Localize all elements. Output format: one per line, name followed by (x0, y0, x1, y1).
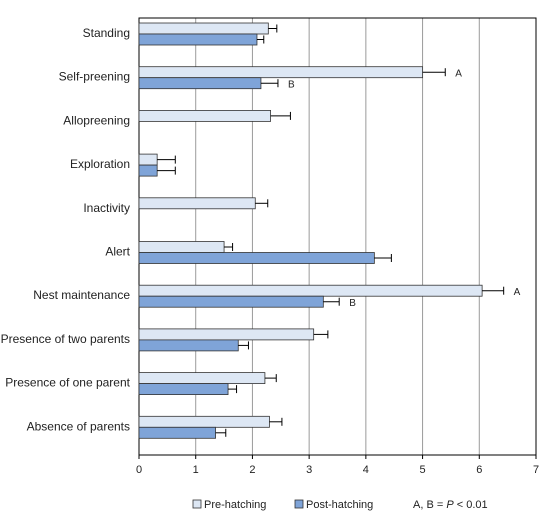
x-tick-label: 2 (249, 464, 255, 476)
legend-label-post-hatching: Post-hatching (306, 499, 373, 511)
bar-post-hatching-presence-of-two-parents (138, 339, 239, 352)
bar-pre-hatching-nest-maintenance (138, 284, 483, 297)
x-tick-label: 4 (363, 464, 369, 476)
category-label-presence-of-two-parents: Presence of two parents (1, 332, 130, 346)
x-tick-label: 1 (193, 464, 199, 476)
category-label-inactivity: Inactivity (83, 201, 130, 215)
category-label-nest-maintenance: Nest maintenance (33, 288, 130, 302)
bar-pre-hatching-allopreening (138, 110, 271, 122)
bar-post-hatching-nest-maintenance (138, 295, 324, 308)
category-label-alert: Alert (105, 245, 130, 259)
category-label-presence-of-one-parent: Presence of one parent (5, 376, 130, 390)
bar-pre-hatching-standing (138, 22, 269, 35)
bar-post-hatching-self-preening (138, 77, 262, 90)
bar-pre-hatching-alert (138, 241, 225, 253)
bar-post-hatching-standing (138, 33, 258, 46)
bar-post-hatching-exploration (138, 164, 158, 177)
legend: Pre-hatching Post-hatching A, B = P < 0.… (192, 499, 488, 511)
legend-swatch-pre-hatching (192, 499, 202, 509)
category-label-allopreening: Allopreening (63, 113, 130, 127)
bar-pre-hatching-self-preening (138, 66, 423, 79)
category-label-absence-of-parents: Absence of parents (27, 419, 130, 433)
bar-pre-hatching-presence-of-one-parent (138, 372, 266, 385)
x-tick-label: 3 (306, 464, 312, 476)
bar-post-hatching-alert (138, 252, 375, 264)
significance-label: B (349, 298, 356, 309)
category-label-self-preening: Self-preening (59, 70, 130, 84)
x-axis-ticks: 0 1 2 3 4 5 6 7 (136, 455, 539, 476)
bar-pre-hatching-exploration (138, 153, 158, 166)
x-tick-label: 0 (136, 464, 142, 476)
x-tick-label: 6 (476, 464, 482, 476)
bars: A B A B (138, 22, 521, 439)
plot-frame (138, 17, 537, 456)
bar-pre-hatching-absence-of-parents (138, 415, 270, 428)
significance-label: B (288, 80, 295, 91)
significance-note: A, B = P < 0.01 (413, 499, 488, 511)
legend-label-pre-hatching: Pre-hatching (204, 499, 266, 511)
category-label-exploration: Exploration (70, 157, 130, 171)
x-tick-label: 5 (420, 464, 426, 476)
category-label-standing: Standing (83, 26, 130, 40)
x-tick-label: 7 (533, 464, 539, 476)
bar-pre-hatching-inactivity (138, 197, 256, 210)
legend-swatch-post-hatching (294, 499, 304, 509)
bar-pre-hatching-presence-of-two-parents (138, 328, 315, 341)
bar-post-hatching-presence-of-one-parent (138, 383, 229, 396)
significance-label: A (455, 69, 462, 80)
category-labels: Standing Self-preening Allopreening Explora… (1, 26, 131, 433)
significance-label: A (514, 287, 521, 298)
bar-post-hatching-absence-of-parents (138, 426, 216, 439)
